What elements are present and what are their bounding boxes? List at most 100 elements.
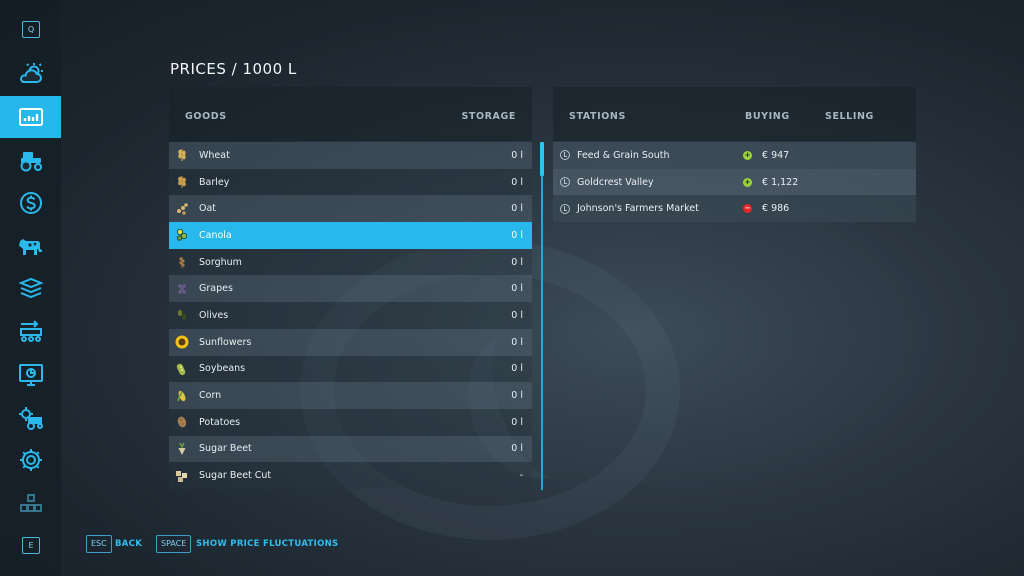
olives-icon — [175, 308, 189, 322]
page-title: PRICES / 1000 L — [170, 60, 297, 78]
goods-header: GOODS STORAGE — [169, 87, 532, 141]
goods-name: Sugar Beet — [199, 443, 252, 455]
sidebar-item-vehicles[interactable] — [0, 139, 61, 181]
goods-row-sorghum[interactable]: Sorghum 0 l — [169, 248, 532, 276]
sidebar-item-garage[interactable] — [0, 397, 61, 439]
goods-row-potatoes[interactable]: Potatoes 0 l — [169, 408, 532, 436]
goods-row-oat[interactable]: Oat 0 l — [169, 195, 532, 223]
goods-storage: 0 l — [511, 443, 523, 455]
goods-storage: 0 l — [511, 363, 523, 375]
buying-column-header: BUYING — [745, 111, 790, 122]
station-name: Johnson's Farmers Market — [577, 203, 699, 215]
goods-row-sugar-beet[interactable]: Sugar Beet 0 l — [169, 435, 532, 463]
goods-name: Soybeans — [199, 363, 246, 375]
station-price: € 947 — [762, 149, 790, 161]
trend-down-icon: − — [743, 204, 752, 214]
storage-column-header: STORAGE — [461, 111, 516, 122]
station-name: Goldcrest Valley — [577, 176, 654, 188]
goods-storage: 0 l — [511, 203, 523, 215]
sidebar-item-finances[interactable] — [0, 182, 61, 224]
goods-storage: 0 l — [511, 256, 523, 268]
clock-icon — [560, 150, 570, 161]
next-tab-key[interactable]: E — [22, 537, 40, 554]
barley-icon — [175, 175, 189, 189]
cow-icon — [18, 239, 42, 255]
goods-row-sugar-beet-cut[interactable]: Sugar Beet Cut - — [169, 462, 532, 489]
goods-row-canola[interactable]: Canola 0 l — [169, 222, 532, 249]
gear-icon — [19, 449, 42, 471]
soybeans-icon — [175, 362, 189, 376]
canola-icon — [175, 228, 189, 242]
goods-list: Wheat 0 l Barley 0 l Oat 0 l Canola 0 l … — [169, 142, 532, 489]
grapes-icon — [175, 282, 189, 296]
goods-row-grapes[interactable]: Grapes 0 l — [169, 275, 532, 303]
contracts-icon — [17, 277, 44, 299]
sidebar-item-weather[interactable] — [0, 53, 61, 95]
goods-row-olives[interactable]: Olives 0 l — [169, 302, 532, 329]
station-row[interactable]: Feed & Grain South + € 947 — [553, 142, 916, 169]
clock-icon — [560, 203, 570, 214]
sidebar-item-animals[interactable] — [0, 225, 61, 267]
boxes-icon — [19, 494, 42, 512]
tractor-icon — [20, 152, 42, 172]
goods-storage: - — [519, 470, 523, 482]
show-price-fluctuations-button[interactable]: SHOW PRICE FLUCTUATIONS — [196, 539, 339, 549]
goods-name: Wheat — [199, 149, 230, 161]
goods-name: Sunflowers — [199, 336, 252, 348]
goods-storage: 0 l — [511, 176, 523, 188]
trend-up-icon: + — [743, 177, 752, 187]
goods-row-soybeans[interactable]: Soybeans 0 l — [169, 355, 532, 383]
sidebar-item-help[interactable] — [0, 482, 61, 524]
station-row[interactable]: Goldcrest Valley + € 1,122 — [553, 168, 916, 196]
sidebar-item-production[interactable] — [0, 311, 61, 353]
goods-storage: 0 l — [511, 390, 523, 402]
goods-name: Sugar Beet Cut — [199, 470, 272, 482]
prices-chart-icon — [18, 108, 43, 126]
sidebar-item-settings[interactable] — [0, 439, 61, 481]
sunflower-icon — [175, 335, 189, 349]
goods-name: Canola — [199, 229, 232, 241]
space-key[interactable]: SPACE — [156, 535, 192, 553]
station-name: Feed & Grain South — [577, 149, 670, 161]
weather-icon — [19, 63, 43, 83]
sidebar: Q — [0, 0, 61, 576]
goods-name: Grapes — [199, 283, 233, 295]
goods-name: Sorghum — [199, 256, 242, 268]
stations-header: STATIONS BUYING SELLING — [553, 87, 916, 141]
goods-name: Oat — [199, 203, 217, 215]
prev-tab-key[interactable]: Q — [22, 21, 40, 38]
station-price: € 986 — [762, 203, 790, 215]
clock-icon — [560, 177, 570, 188]
goods-storage: 0 l — [511, 309, 523, 321]
stations-column-header: STATIONS — [569, 111, 626, 122]
goods-storage: 0 l — [511, 149, 523, 161]
potato-icon — [175, 415, 189, 429]
goods-name: Potatoes — [199, 416, 241, 428]
production-icon — [19, 320, 42, 342]
goods-name: Olives — [199, 309, 229, 321]
esc-key[interactable]: ESC — [86, 535, 112, 553]
goods-row-wheat[interactable]: Wheat 0 l — [169, 142, 532, 169]
goods-scrollbar-thumb[interactable] — [540, 142, 544, 176]
goods-storage: 0 l — [511, 416, 523, 428]
goods-name: Corn — [199, 390, 222, 402]
goods-scrollbar-track[interactable] — [541, 142, 543, 490]
sugar-beet-icon — [175, 442, 189, 456]
goods-row-corn[interactable]: Corn 0 l — [169, 382, 532, 409]
presentation-icon — [18, 364, 43, 386]
sidebar-item-statistics[interactable] — [0, 354, 61, 396]
station-price: € 1,122 — [762, 176, 799, 188]
goods-storage: 0 l — [511, 229, 523, 241]
station-row[interactable]: Johnson's Farmers Market − € 986 — [553, 195, 916, 223]
goods-name: Barley — [199, 176, 230, 188]
goods-column-header: GOODS — [185, 111, 227, 122]
stations-list: Feed & Grain South + € 947 Goldcrest Val… — [553, 142, 916, 223]
sidebar-item-prices[interactable] — [0, 96, 61, 138]
corn-icon — [175, 389, 189, 403]
goods-storage: 0 l — [511, 283, 523, 295]
goods-row-barley[interactable]: Barley 0 l — [169, 168, 532, 196]
dollar-coin-icon — [19, 192, 42, 214]
sidebar-item-contracts[interactable] — [0, 268, 61, 310]
goods-row-sunflowers[interactable]: Sunflowers 0 l — [169, 328, 532, 356]
back-button[interactable]: BACK — [115, 539, 143, 549]
